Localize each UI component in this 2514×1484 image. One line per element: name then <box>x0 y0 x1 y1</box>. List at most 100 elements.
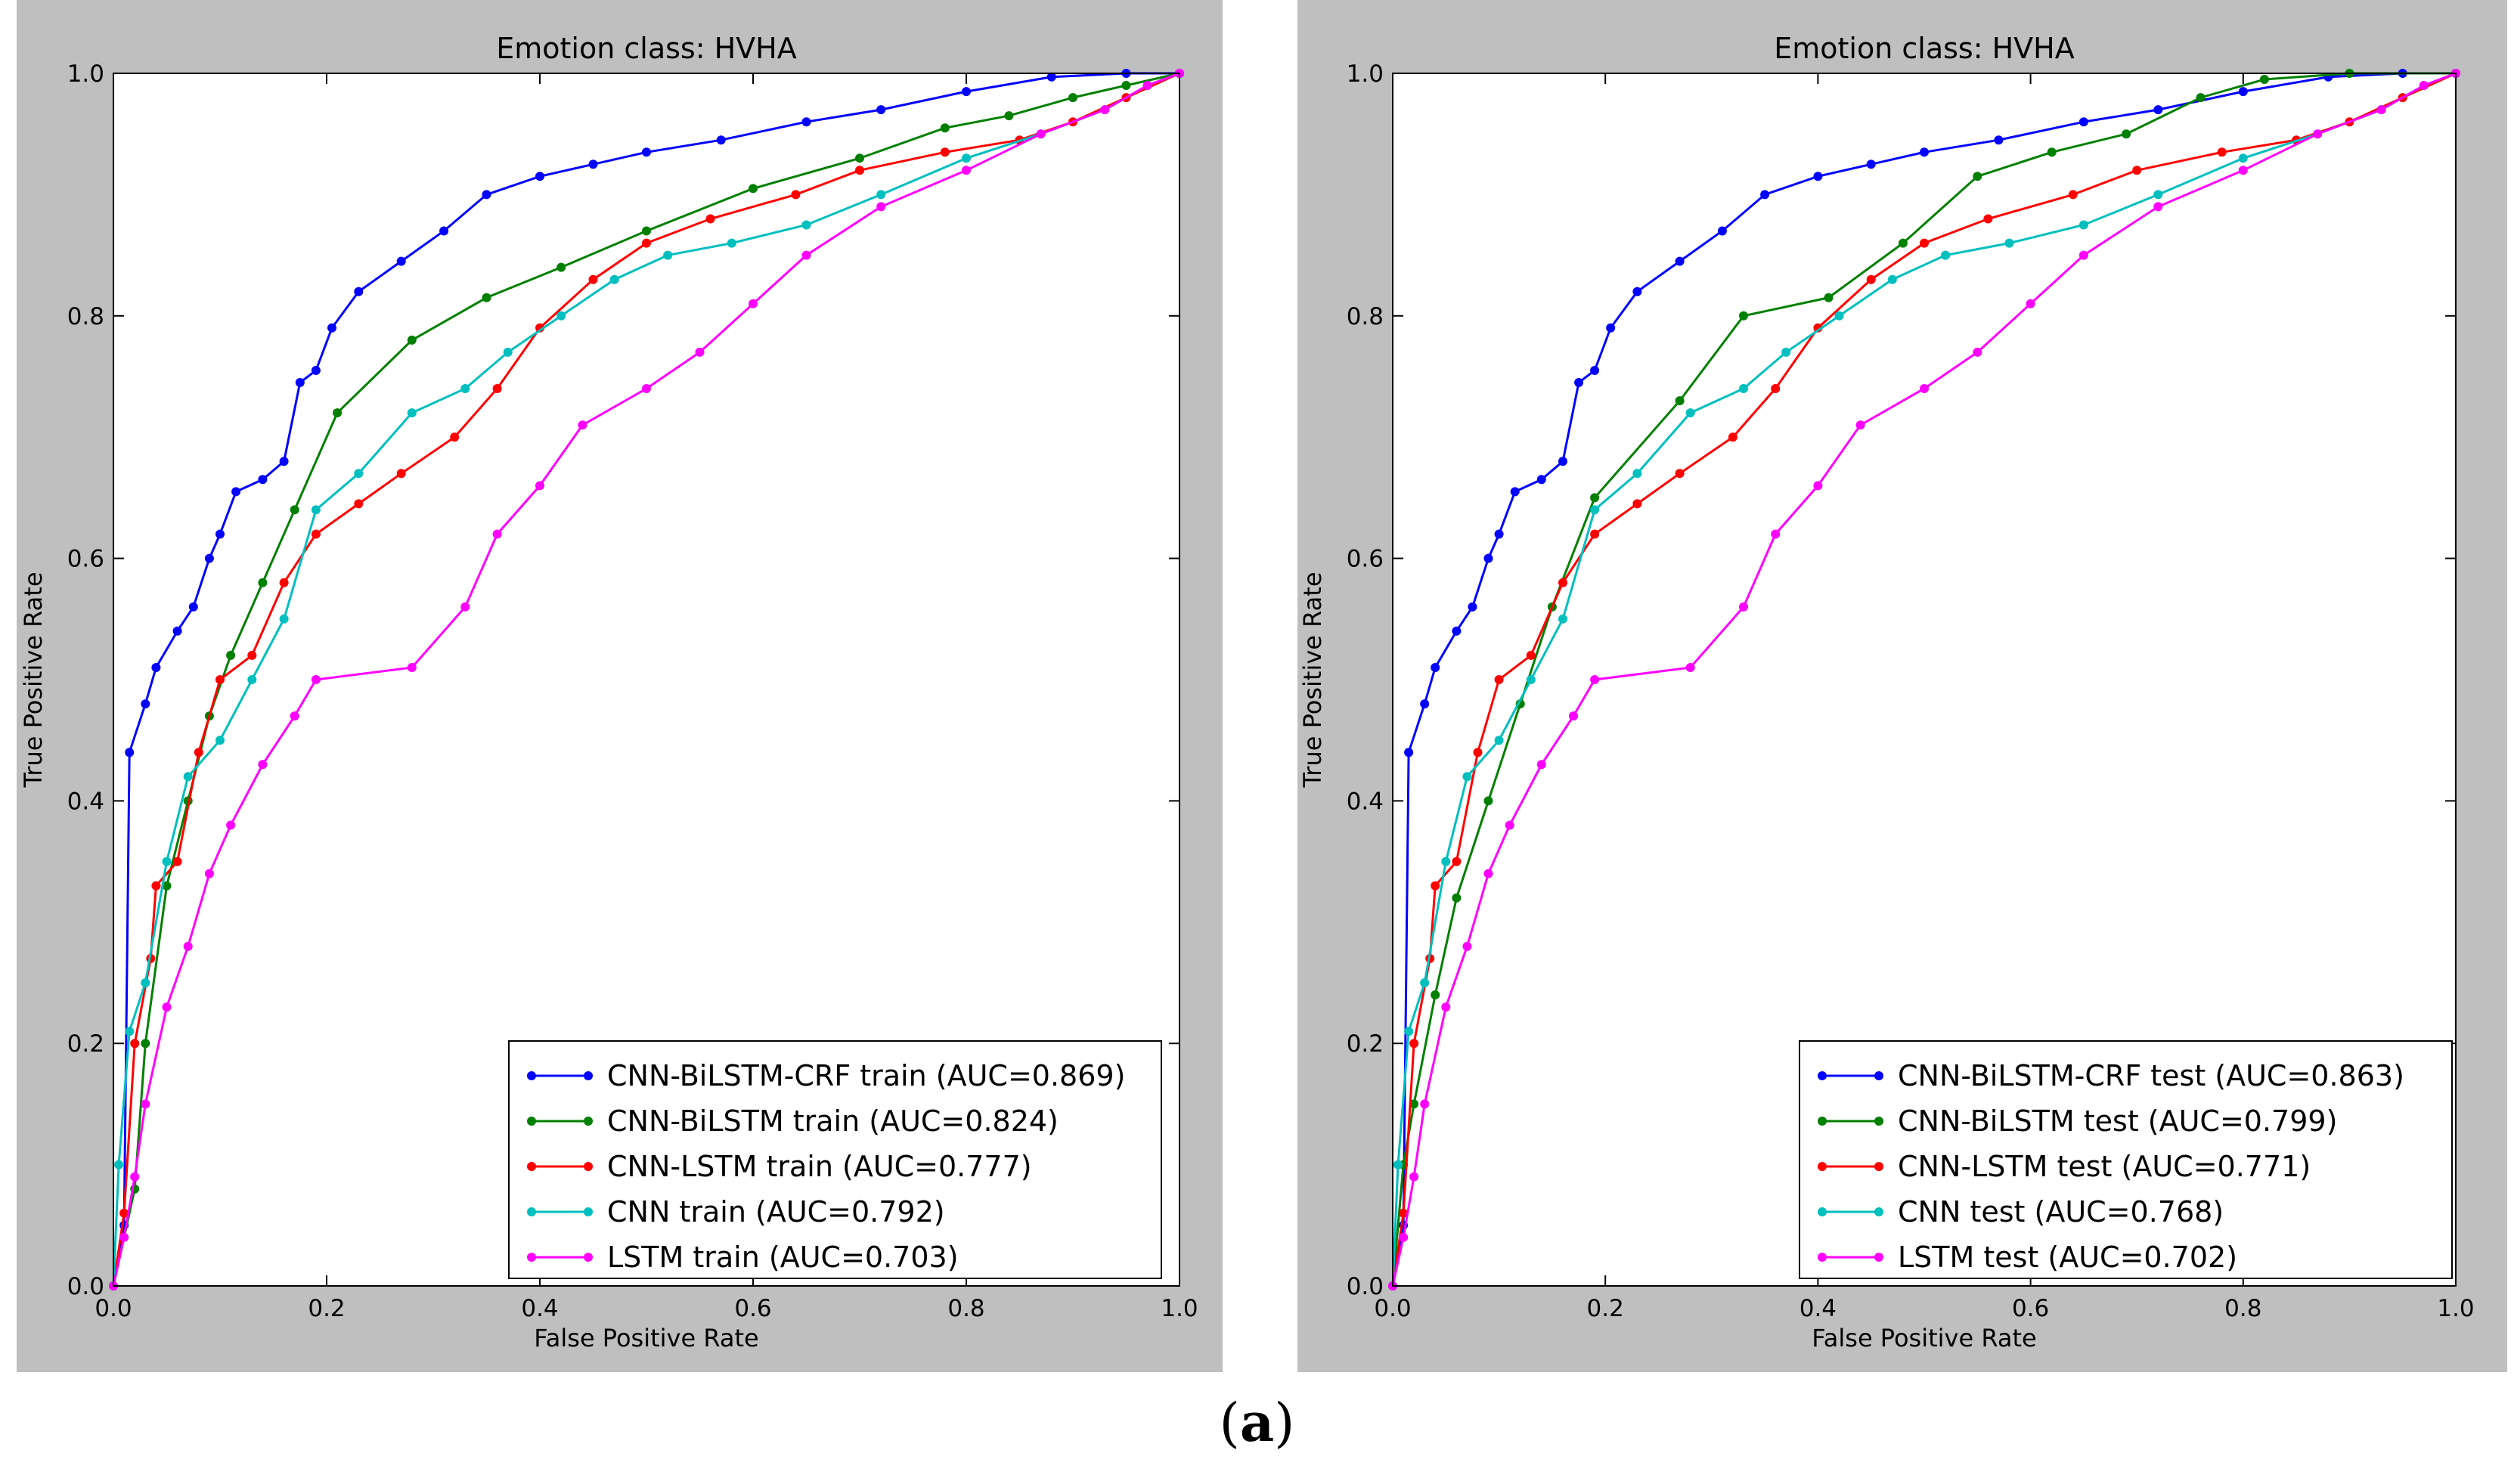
data-point <box>119 1232 129 1242</box>
x-tick-label: 0.8 <box>947 1295 984 1322</box>
legend-entry: CNN-BiLSTM-CRF test (AUC=0.863) <box>1898 1059 2404 1092</box>
data-point <box>141 978 150 987</box>
data-point <box>450 432 460 442</box>
data-point <box>407 408 417 418</box>
data-point <box>1068 93 1077 103</box>
data-point <box>1983 214 1993 224</box>
data-point <box>2153 190 2163 200</box>
chart-title: Emotion class: HVHA <box>496 32 797 65</box>
legend-marker <box>584 1071 593 1080</box>
data-point <box>1142 81 1152 90</box>
data-point <box>1494 675 1504 684</box>
data-point <box>588 274 598 284</box>
data-point <box>354 499 364 509</box>
data-point <box>876 105 886 115</box>
y-axis-label: True Positive Rate <box>19 572 48 788</box>
data-point <box>535 172 544 181</box>
data-point <box>1473 748 1483 757</box>
data-point <box>2122 129 2131 139</box>
data-point <box>642 147 651 157</box>
data-point <box>1973 172 1982 181</box>
data-point <box>183 941 193 951</box>
data-point <box>1036 129 1046 139</box>
data-point <box>2026 299 2035 308</box>
data-point <box>407 335 417 345</box>
data-point <box>311 505 321 515</box>
data-point <box>1920 147 1929 157</box>
data-point <box>2153 202 2163 212</box>
data-point <box>492 384 502 393</box>
legend: CNN-BiLSTM-CRF train (AUC=0.869) CNN-BiLS… <box>508 1040 1162 1279</box>
data-point <box>2078 117 2088 127</box>
data-point <box>1632 469 1642 479</box>
y-tick-label: 1.0 <box>67 60 104 88</box>
data-point <box>311 675 321 684</box>
data-point <box>290 711 299 721</box>
data-point <box>172 626 182 636</box>
x-tick-label: 0.6 <box>734 1295 771 1322</box>
data-point <box>1420 699 1430 709</box>
data-point <box>2419 81 2429 90</box>
data-point <box>258 578 268 587</box>
series-line <box>112 72 1180 1287</box>
x-tick-label: 0.0 <box>95 1295 132 1322</box>
legend-marker <box>1818 1253 1827 1262</box>
legend-entry: CNN-LSTM train (AUC=0.777) <box>607 1150 1032 1183</box>
legend-marker <box>1818 1162 1827 1171</box>
data-point <box>588 160 598 169</box>
x-axis-label: False Positive Rate <box>1812 1324 2036 1352</box>
data-point <box>258 475 268 485</box>
x-tick-label: 0.6 <box>2012 1295 2049 1322</box>
data-point <box>962 153 971 163</box>
y-tick-label: 0.6 <box>1347 546 1384 573</box>
series-line <box>1391 72 2457 1287</box>
data-point <box>876 202 886 212</box>
data-point <box>1100 105 1110 115</box>
data-point <box>1441 857 1451 866</box>
data-point <box>1813 481 1823 491</box>
data-point <box>2259 75 2269 84</box>
data-point <box>354 287 364 296</box>
data-point <box>1452 857 1462 866</box>
data-point <box>2313 129 2323 139</box>
data-point <box>258 760 268 770</box>
data-point <box>1866 160 1876 169</box>
data-point <box>1462 772 1472 782</box>
data-point <box>1606 323 1616 333</box>
legend-marker <box>1874 1117 1883 1126</box>
data-point <box>1452 893 1462 903</box>
y-tick-label: 0.4 <box>67 788 104 815</box>
data-point <box>141 699 150 709</box>
x-tick-label: 0.4 <box>1799 1295 1837 1322</box>
data-point <box>1409 1172 1419 1182</box>
data-point <box>1574 378 1584 387</box>
data-point <box>1404 1027 1414 1036</box>
x-tick-label: 1.0 <box>2437 1295 2474 1322</box>
data-point <box>642 226 651 236</box>
y-tick-label: 0.8 <box>1347 303 1384 330</box>
data-point <box>226 650 236 660</box>
data-point <box>279 578 289 587</box>
data-point <box>460 602 470 612</box>
data-point <box>1898 238 1908 248</box>
data-point <box>940 147 950 157</box>
data-point <box>556 311 566 321</box>
data-point <box>327 323 336 333</box>
data-point <box>2238 87 2248 97</box>
data-point <box>642 384 651 393</box>
y-tick-label: 0.0 <box>67 1273 104 1300</box>
data-point <box>940 123 950 133</box>
data-point <box>876 190 886 200</box>
data-point <box>333 408 343 418</box>
data-point <box>247 650 257 660</box>
data-point <box>1760 190 1770 200</box>
data-point <box>130 1172 140 1182</box>
data-point <box>295 378 305 387</box>
data-point <box>2153 105 2163 115</box>
data-point <box>1739 384 1748 393</box>
data-point <box>482 190 491 200</box>
data-point <box>279 614 289 624</box>
data-point <box>151 881 161 891</box>
legend-entry: CNN-BiLSTM-CRF train (AUC=0.869) <box>607 1059 1125 1092</box>
